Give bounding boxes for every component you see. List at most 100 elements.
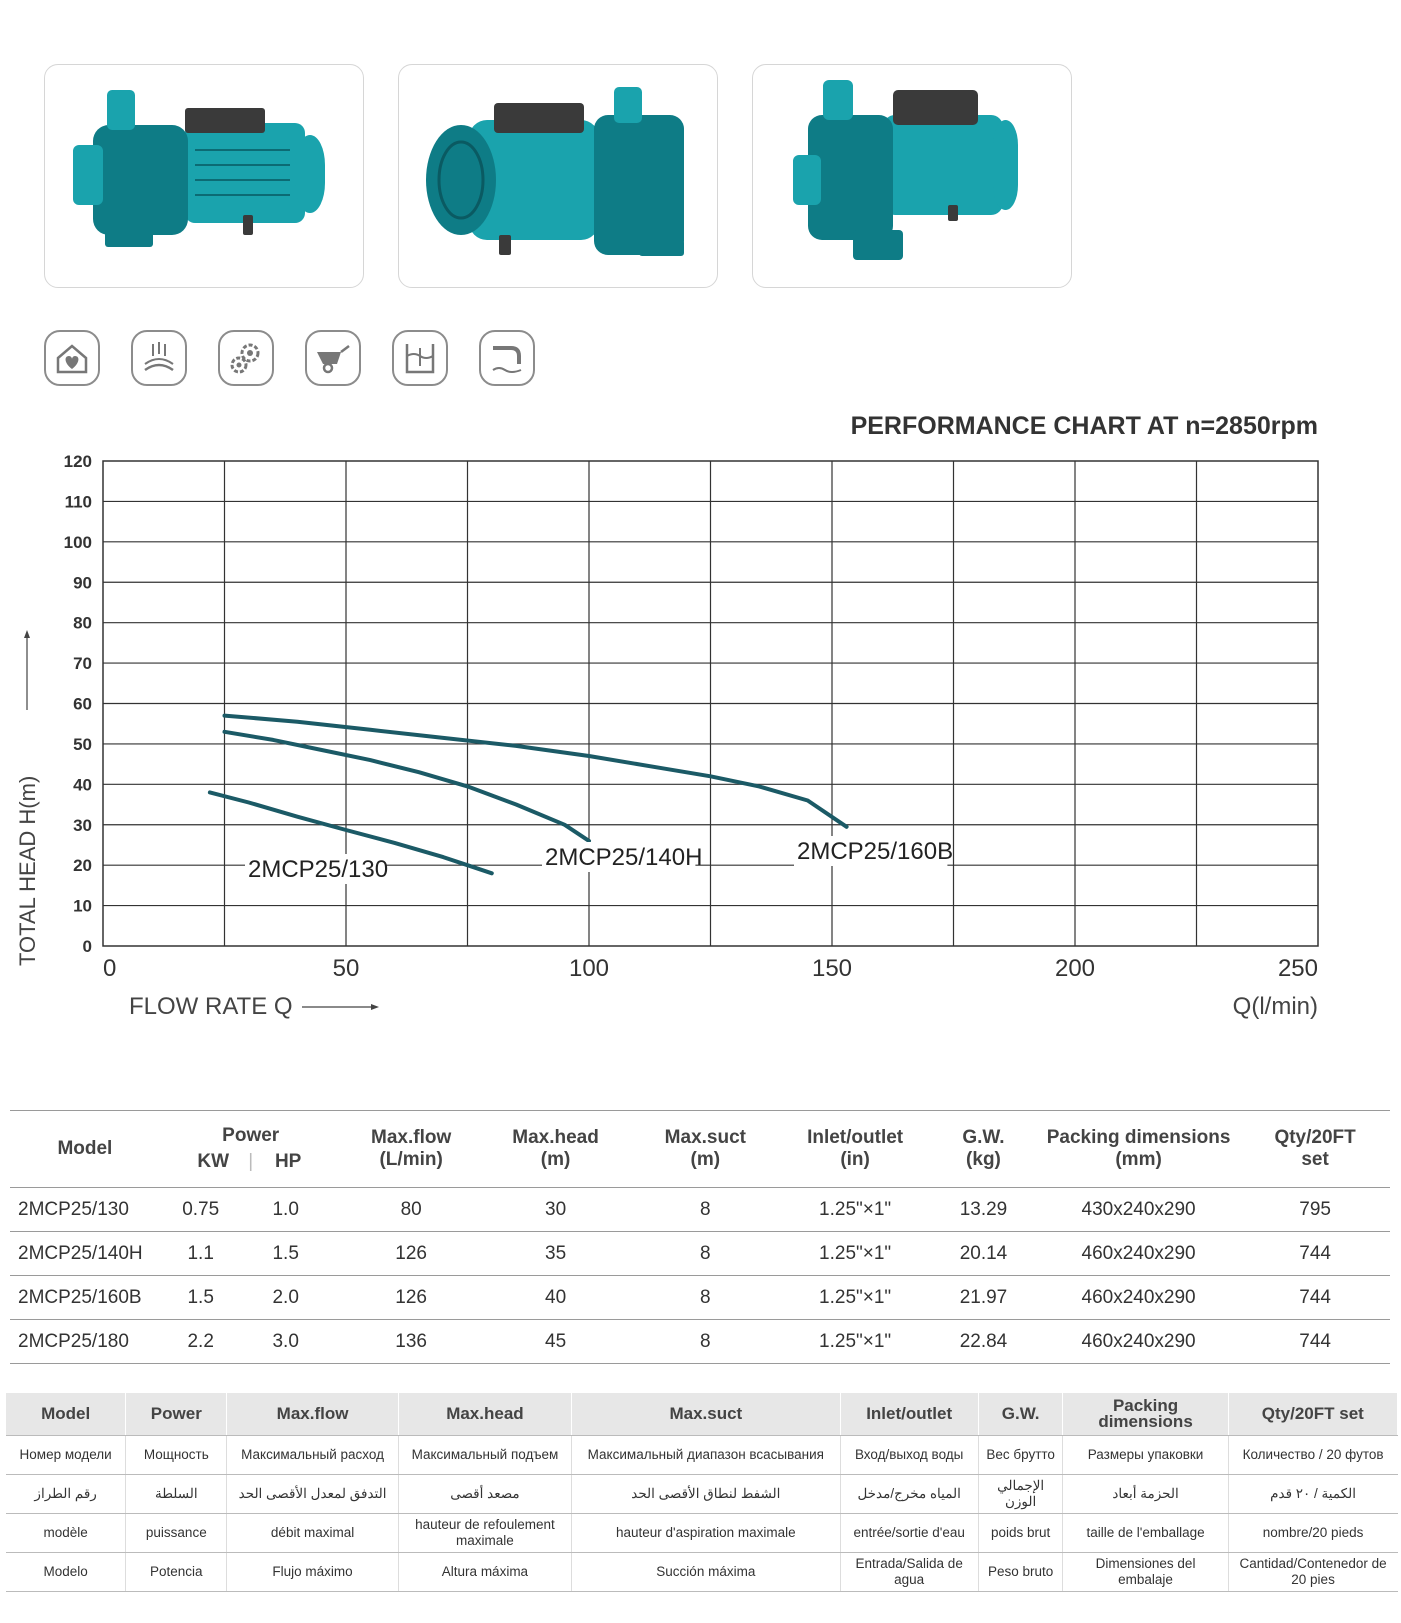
pump-foot [105, 225, 153, 247]
header-maxsuct: Max.suct (m) [630, 1110, 781, 1188]
curve-label: 2MCP25/130 [248, 856, 388, 883]
header-maxsuct-label: Max.suct [664, 1127, 746, 1148]
ml-header-cell: Max.head [398, 1393, 573, 1436]
curve-2mcp25-160b [222, 713, 849, 829]
terminal-box [893, 90, 978, 125]
table-cell: 8 [630, 1187, 781, 1232]
cell-hp: 2.0 [272, 1286, 299, 1308]
pump-image [426, 87, 684, 256]
curve-label-bg [794, 836, 948, 866]
cell-power: 2.2 3.0 [159, 1319, 342, 1364]
performance-chart: PERFORMANCE CHART AT n=2850rpm 0 10 20 30 40… [15, 412, 1319, 1020]
header-maxhead-label: Max.head [512, 1127, 599, 1148]
ml-header-cell: Qty/20FT set [1228, 1393, 1399, 1436]
motor-endcap [993, 120, 1018, 210]
header-gw-unit: (kg) [966, 1149, 1001, 1170]
table-cell: 744 [1240, 1319, 1390, 1364]
agriculture-field-icon [131, 330, 187, 386]
ml-cell: hauteur de refoulement maximale [398, 1513, 573, 1553]
curve-label-bg [245, 854, 385, 884]
inlet-port [793, 155, 821, 205]
curve-labels: 2MCP25/130 2MCP25/140H 2MCP25/160B [245, 836, 953, 884]
ml-cell: Максимальный расход [226, 1435, 399, 1475]
y-tick-label: 110 [65, 492, 92, 511]
cell-hp: 1.0 [272, 1198, 299, 1220]
header-maxhead: Max.head (m) [480, 1110, 631, 1188]
cooling-fins [195, 149, 290, 196]
pipe-outlet-icon [479, 330, 535, 386]
table-cell: 8 [630, 1231, 781, 1276]
ml-cell: التدفق لمعدل الأقصى الحد [226, 1474, 399, 1514]
header-packing-label: Packing dimensions [1046, 1127, 1231, 1148]
cell-kw: 0.75 [182, 1198, 220, 1220]
header-packing-unit: (mm) [1115, 1149, 1162, 1170]
curve-label: 2MCP25/140H [545, 844, 702, 871]
pump-photo-side [44, 64, 364, 288]
gears-icon [218, 330, 274, 386]
y-tick-label: 90 [73, 573, 92, 592]
table-cell: 20.14 [929, 1231, 1037, 1276]
spec-table-body: 2MCP25/130 0.75 1.0 80 30 8 1.25"×1" 13.29 430x2… [10, 1187, 1390, 1364]
ml-cell: puissance [125, 1513, 228, 1553]
ml-cell: مصعد أقصى [398, 1474, 573, 1514]
motor-endcap [295, 135, 325, 213]
table-cell: 40 [480, 1275, 631, 1320]
x-axis-label: FLOW RATE Q [129, 993, 293, 1020]
y-tick-label: 20 [73, 856, 92, 875]
pump-image [73, 90, 325, 247]
multilang-table-header: Model Power Max.flow Max.head Max.suct Inlet/… [6, 1393, 1399, 1436]
performance-curves [207, 713, 849, 876]
header-model: Model [10, 1110, 160, 1188]
y-tick-label: 40 [73, 775, 92, 794]
ml-cell: poids brut [978, 1513, 1064, 1553]
ml-cell: Максимальный диапазон всасывания [571, 1435, 841, 1475]
ml-cell: Номер модели [6, 1435, 127, 1475]
ml-cell: Cantidad/Contenedor de 20 pies [1228, 1552, 1398, 1592]
ml-cell: الكمية / ٢٠ قدم [1228, 1474, 1398, 1514]
cell-power: 1.1 1.5 [159, 1231, 342, 1276]
header-inlet: Inlet/outlet (in) [780, 1110, 930, 1188]
ml-cell: Dimensiones del embalaje [1062, 1552, 1229, 1592]
header-maxhead-unit: (m) [540, 1149, 571, 1170]
motor-body [883, 115, 1003, 215]
ml-header-cell: Max.flow [226, 1393, 399, 1436]
terminal-box [185, 108, 265, 133]
ml-cell: السلطة [125, 1474, 228, 1514]
ml-cell: الإجمالي الوزن [978, 1474, 1064, 1514]
y-axis-label: TOTAL HEAD H(m) [15, 776, 40, 966]
table-cell: 744 [1240, 1231, 1390, 1276]
table-cell: 21.97 [929, 1275, 1037, 1320]
y-tick-labels: 0 10 20 30 40 50 60 70 80 90 100 110 120 [64, 452, 92, 956]
x-tick-label: 250 [1278, 955, 1318, 982]
table-row: 2MCP25/130 0.75 1.0 80 30 8 1.25"×1" 13.29 430x2… [10, 1187, 1390, 1232]
table-cell: 136 [341, 1319, 481, 1364]
header-power-divider: | [248, 1151, 254, 1172]
header-qty-unit: set [1301, 1149, 1329, 1170]
table-cell: 460x240x290 [1036, 1319, 1241, 1364]
pump-photo-front [752, 64, 1072, 288]
ml-cell: Potencia [125, 1552, 228, 1592]
cell-hp: 3.0 [272, 1330, 299, 1352]
header-kw: KW [197, 1151, 230, 1172]
ml-row: رقم الطراز السلطة التدفق لمعدل الأقصى الحد… [6, 1474, 1398, 1514]
cell-model: 2MCP25/180 [10, 1319, 160, 1364]
outlet-port [823, 80, 853, 120]
y-tick-label: 120 [64, 452, 92, 471]
table-cell: 430x240x290 [1036, 1187, 1241, 1232]
outlet-port [107, 90, 135, 130]
inlet-port [73, 145, 103, 205]
header-inlet-label: Inlet/outlet [807, 1127, 904, 1148]
ml-cell: débit maximal [226, 1513, 399, 1553]
ml-cell: modèle [6, 1513, 127, 1553]
header-gw-label: G.W. [962, 1127, 1005, 1148]
y-tick-label: 0 [83, 937, 92, 956]
table-row: 2MCP25/140H 1.1 1.5 126 35 8 1.25"×1" 20.14 460x… [10, 1231, 1390, 1276]
pump-head [93, 125, 188, 235]
x-tick-label: 50 [333, 955, 360, 982]
ml-cell: Количество / 20 футов [1228, 1435, 1398, 1475]
pump-foot [853, 230, 903, 260]
header-maxsuct-unit: (m) [690, 1149, 721, 1170]
x-tick-label: 150 [812, 955, 852, 982]
cell-model: 2MCP25/160B [10, 1275, 160, 1320]
ml-cell: Peso bruto [978, 1552, 1064, 1592]
